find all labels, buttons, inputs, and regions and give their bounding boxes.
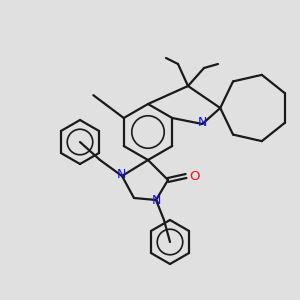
Text: N: N bbox=[151, 194, 161, 208]
Text: N: N bbox=[116, 169, 126, 182]
Text: N: N bbox=[198, 116, 207, 130]
Text: O: O bbox=[189, 169, 199, 182]
